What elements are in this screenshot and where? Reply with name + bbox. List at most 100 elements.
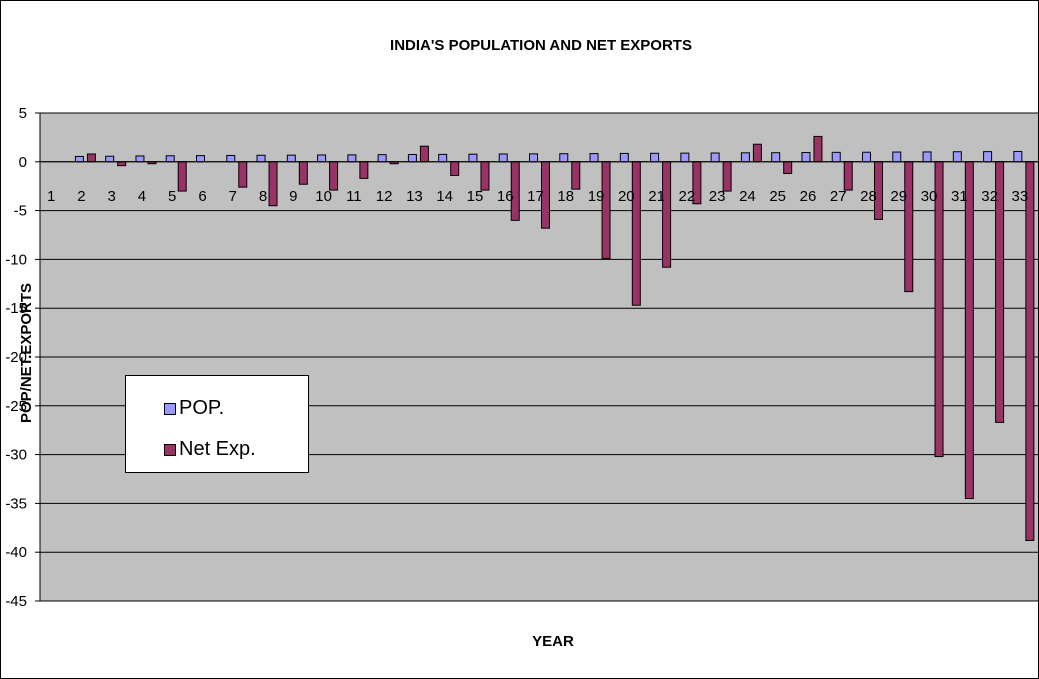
bar-net-exp [117, 161, 127, 167]
bar-net-exp [419, 145, 429, 163]
bar-pop [74, 155, 84, 163]
x-tick-label: 15 [467, 188, 484, 205]
bar-net-exp [631, 161, 641, 306]
y-tick-label: -25 [5, 398, 27, 415]
bar-pop [710, 152, 720, 163]
bar-net-exp [722, 161, 732, 192]
legend-item-pop: POP. [164, 397, 224, 420]
x-tick-label: 11 [346, 188, 362, 205]
x-tick-label: 4 [138, 188, 146, 205]
bar-pop [286, 154, 296, 163]
bar-net-exp [934, 161, 944, 458]
y-tick-label: -40 [5, 544, 27, 561]
x-tick-label: 18 [557, 188, 574, 205]
x-tick-label: 29 [890, 188, 907, 205]
x-tick-label: 2 [77, 188, 85, 205]
chart-title: INDIA'S POPULATION AND NET EXPORTS [390, 37, 692, 54]
y-tick-label: -30 [5, 447, 27, 464]
bar-pop [983, 151, 993, 163]
y-axis-title: POP/NET.EXPORTS [18, 283, 35, 423]
x-tick-label: 6 [198, 188, 206, 205]
bar-net-exp [359, 161, 369, 179]
bar-pop [377, 154, 387, 163]
x-tick-label: 30 [921, 188, 938, 205]
bar-pop [589, 153, 599, 163]
bar-net-exp [298, 161, 308, 185]
legend: POP. Net Exp. [125, 375, 309, 473]
bar-pop [135, 155, 145, 163]
bar-pop [862, 151, 871, 163]
x-tick-label: 14 [436, 188, 453, 205]
y-tick-label: -10 [5, 251, 27, 268]
x-tick-label: 33 [1012, 188, 1029, 205]
bar-net-exp [843, 161, 853, 191]
x-tick-label: 13 [406, 188, 423, 205]
bar-pop [317, 154, 327, 163]
x-tick-label: 12 [376, 188, 393, 205]
bar-net-exp [904, 161, 914, 293]
bar-pop [559, 153, 569, 163]
bar-net-exp [480, 161, 490, 191]
bar-net-exp [1025, 161, 1035, 541]
bar-pop [498, 153, 508, 163]
x-tick-label: 19 [588, 188, 605, 205]
y-tick-label: -5 [14, 203, 27, 220]
x-tick-label: 26 [800, 188, 817, 205]
x-tick-label: 31 [951, 188, 968, 205]
y-tick-label: -35 [5, 495, 27, 512]
bar-pop [347, 154, 357, 163]
y-tick-labels: 5 0 -5 -10 -15 -20 -25 -30 -35 -40 -45 [5, 105, 27, 610]
y-tick-label: -20 [5, 349, 27, 366]
x-tick-label: 24 [739, 188, 756, 205]
bar-pop [226, 154, 236, 163]
bar-pop [922, 151, 932, 163]
x-tick-label: 17 [527, 188, 544, 205]
y-tick-label: 0 [19, 154, 27, 171]
bar-net-exp [964, 161, 974, 500]
bar-net-exp [813, 135, 823, 163]
bar-pop [892, 151, 902, 163]
bar-net-exp [177, 161, 187, 192]
legend-label-net-exp: Net Exp. [179, 438, 256, 460]
bar-pop [468, 153, 478, 163]
x-tick-label: 1 [47, 188, 55, 205]
bar-pop [952, 151, 962, 163]
bar-pop [801, 152, 811, 163]
bar-pop [256, 154, 266, 163]
x-tick-label: 23 [709, 188, 726, 205]
x-tick-label: 20 [618, 188, 635, 205]
y-tick-label: -45 [5, 593, 27, 610]
bar-pop [650, 152, 660, 163]
x-axis-title: YEAR [532, 633, 574, 650]
x-tick-label: 32 [981, 188, 998, 205]
x-tick-label: 21 [648, 188, 665, 205]
x-tick-label: 16 [497, 188, 514, 205]
legend-swatch-net-exp [164, 443, 176, 456]
x-tick-label: 9 [289, 188, 297, 205]
bar-net-exp [238, 161, 248, 188]
x-tick-label: 5 [168, 188, 176, 205]
y-tick-label: 5 [19, 105, 27, 122]
bar-pop [740, 152, 750, 163]
bar-pop [831, 151, 841, 163]
x-tick-label: 10 [315, 188, 332, 205]
y-tick-label: -15 [5, 300, 27, 317]
x-tick-label: 25 [769, 188, 786, 205]
bar-pop [438, 153, 448, 163]
bar-pop [407, 153, 417, 163]
bar-net-exp [571, 161, 581, 190]
bar-net-exp [783, 161, 793, 175]
x-tick-label: 3 [108, 188, 116, 205]
bars [40, 135, 1038, 541]
bar-pop [529, 153, 538, 163]
bar-pop [619, 152, 629, 163]
x-tick-label: 22 [679, 188, 696, 205]
bar-net-exp [662, 161, 672, 268]
x-tick-label: 7 [229, 188, 237, 205]
legend-swatch-pop [164, 402, 176, 415]
legend-item-net-exp: Net Exp. [164, 438, 256, 461]
bar-net-exp [450, 161, 460, 176]
x-tick-label: 28 [860, 188, 877, 205]
